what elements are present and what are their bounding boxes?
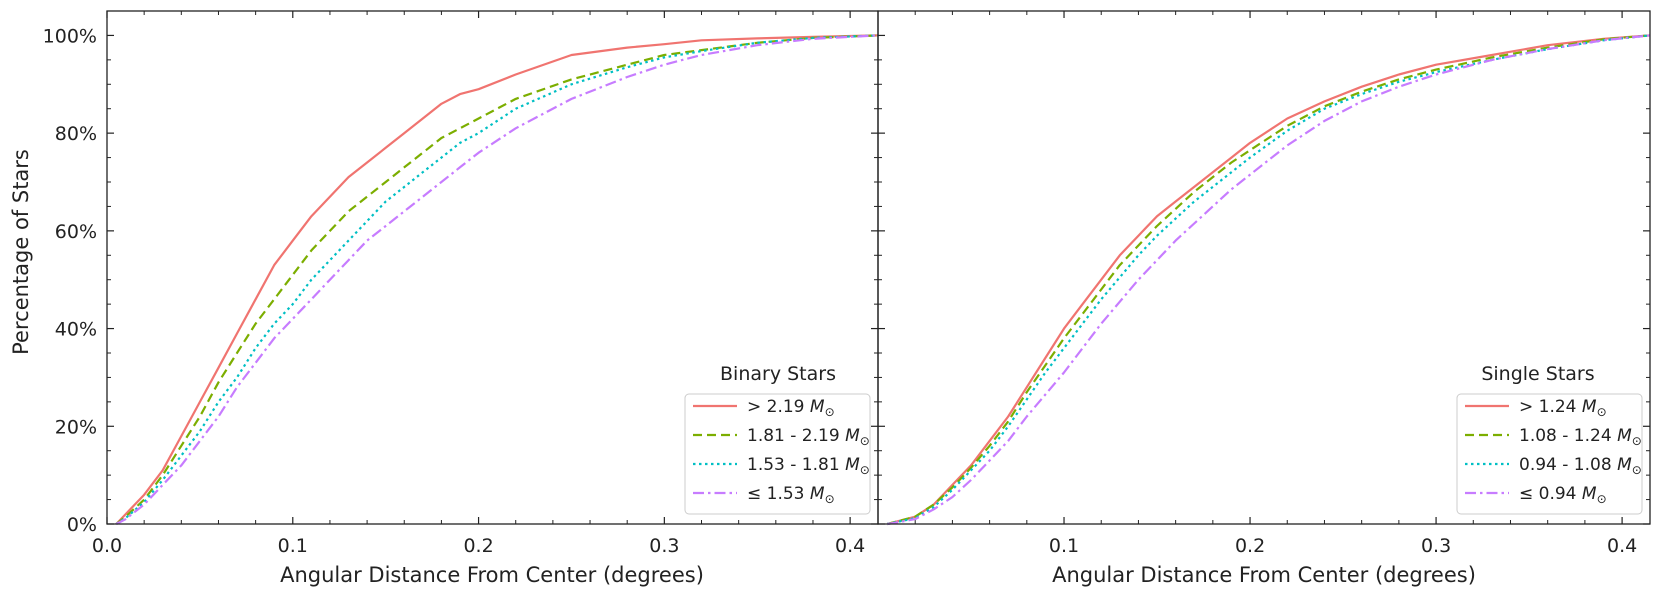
binary-x-axis-label: Angular Distance From Center (degrees) bbox=[280, 563, 704, 587]
single-series-line-1 bbox=[887, 34, 1651, 526]
single-series-line-2 bbox=[887, 34, 1651, 526]
binary-x-tick-label: 0.0 bbox=[92, 535, 122, 557]
binary-legend-label-2: 1.81 - 2.19 M⊙ bbox=[747, 426, 870, 448]
single-x-tick-label: 0.1 bbox=[1049, 535, 1079, 557]
single-x-tick-label: 0.3 bbox=[1421, 535, 1451, 557]
binary-legend-box bbox=[684, 393, 871, 515]
single-legend-label-4: ≤ 0.94 M⊙ bbox=[1519, 484, 1607, 506]
binary-y-tick-label: 0% bbox=[67, 514, 97, 536]
single-legend-box bbox=[1456, 393, 1643, 515]
binary-x-tick-label: 0.2 bbox=[463, 535, 493, 557]
single-x-tick-label: 0.2 bbox=[1235, 535, 1265, 557]
binary-series-line-4 bbox=[115, 34, 879, 525]
single-legend-label-3: 0.94 - 1.08 M⊙ bbox=[1519, 455, 1642, 477]
single-axes-frame bbox=[877, 10, 1651, 525]
binary-stars-panel: 0.0 0.1 0.2 0.3 0.4 0% 20% 40% 60% 80% 100% Angula… bbox=[43, 10, 879, 587]
y-axis-label: Percentage of Stars bbox=[9, 149, 33, 355]
binary-y-tick-label: 60% bbox=[55, 221, 97, 243]
binary-legend-title: Binary Stars bbox=[720, 363, 836, 385]
binary-series-lines bbox=[115, 34, 879, 525]
single-series-line-3 bbox=[887, 34, 1651, 526]
single-legend-title: Single Stars bbox=[1481, 363, 1594, 385]
binary-y-tick-label: 40% bbox=[55, 319, 97, 341]
binary-legend-label-1: > 2.19 M⊙ bbox=[747, 397, 835, 419]
single-series-lines bbox=[887, 34, 1651, 526]
binary-x-tick-label: 0.4 bbox=[835, 535, 865, 557]
binary-legend-label-4: ≤ 1.53 M⊙ bbox=[747, 484, 835, 506]
single-x-tick-label: 0.4 bbox=[1607, 535, 1637, 557]
binary-legend-label-3: 1.53 - 1.81 M⊙ bbox=[747, 455, 870, 477]
binary-y-tick-label: 20% bbox=[55, 416, 97, 438]
single-legend-label-1: > 1.24 M⊙ bbox=[1519, 397, 1607, 419]
single-ticks: 0.1 0.2 0.3 0.4 bbox=[878, 11, 1650, 557]
binary-series-line-1 bbox=[115, 34, 879, 525]
binary-x-tick-label: 0.1 bbox=[278, 535, 308, 557]
binary-series-line-3 bbox=[115, 34, 879, 525]
binary-x-tick-label: 0.3 bbox=[649, 535, 679, 557]
single-x-axis-label: Angular Distance From Center (degrees) bbox=[1052, 563, 1476, 587]
binary-legend: Binary Stars > 2.19 M⊙ 1.81 - 2.19 M⊙ 1.53… bbox=[684, 363, 871, 515]
single-legend-label-2: 1.08 - 1.24 M⊙ bbox=[1519, 426, 1642, 448]
binary-y-tick-label: 100% bbox=[43, 25, 97, 47]
single-stars-panel: 0.1 0.2 0.3 0.4 Angular Distance From Cente… bbox=[877, 10, 1651, 587]
binary-ticks: 0.0 0.1 0.2 0.3 0.4 0% 20% 40% 60% 80% 100% bbox=[43, 11, 878, 557]
single-legend: Single Stars > 1.24 M⊙ 1.08 - 1.24 M⊙ 0.94… bbox=[1456, 363, 1643, 515]
binary-y-tick-label: 80% bbox=[55, 123, 97, 145]
single-series-line-4 bbox=[887, 34, 1651, 526]
